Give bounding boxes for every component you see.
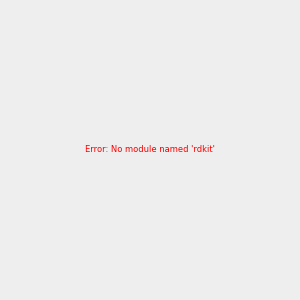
Text: Error: No module named 'rdkit': Error: No module named 'rdkit': [85, 146, 215, 154]
